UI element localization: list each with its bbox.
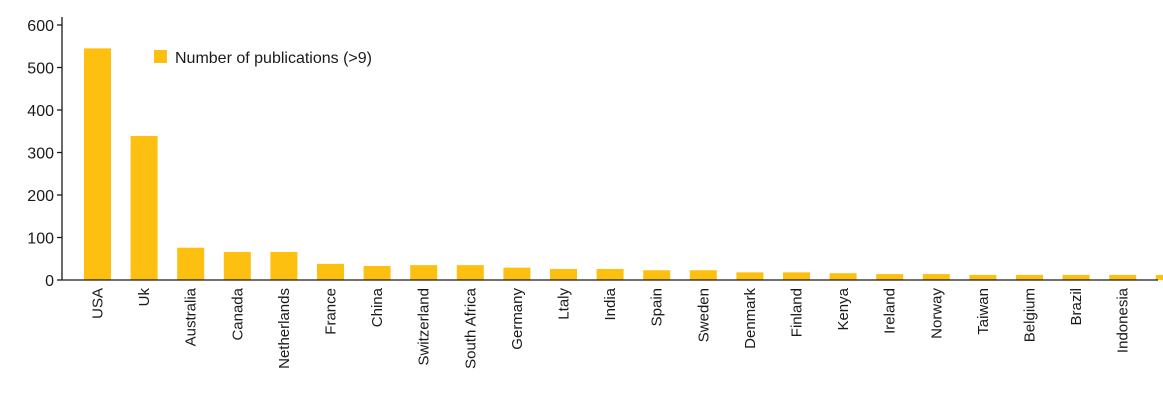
bar — [596, 268, 624, 280]
x-category-label: Brazil — [1068, 288, 1085, 326]
bar — [922, 274, 950, 280]
y-tick-label: 500 — [27, 61, 54, 78]
x-category-label: France — [323, 288, 340, 335]
x-category-label: Denmark — [742, 288, 759, 349]
bar — [270, 251, 298, 280]
x-category-label: Indonesia — [1115, 287, 1132, 353]
bar — [876, 274, 904, 280]
bar — [1109, 274, 1137, 280]
bar — [177, 247, 205, 280]
bar — [456, 265, 484, 280]
bar — [783, 272, 810, 280]
bar — [363, 265, 391, 280]
x-category-label: Kenya — [835, 287, 852, 330]
legend-label: Number of publications (>9) — [175, 50, 372, 67]
y-tick-label: 0 — [45, 273, 54, 290]
x-category-label: Canada — [229, 287, 246, 340]
x-category-label: Uk — [136, 288, 153, 307]
x-category-label: Netherlands — [276, 288, 293, 369]
x-category-label: China — [369, 287, 386, 327]
x-category-label: USA — [90, 288, 107, 319]
legend: Number of publications (>9) — [154, 50, 372, 67]
x-category-label: Ireland — [882, 288, 899, 334]
y-tick-label: 400 — [27, 103, 54, 120]
bar — [223, 251, 251, 280]
bar — [503, 267, 531, 280]
bar — [643, 270, 671, 280]
legend-swatch — [154, 50, 167, 63]
x-category-label: Belgium — [1022, 288, 1039, 342]
y-tick-label: 200 — [27, 188, 54, 205]
x-category-label: Switzerland — [416, 288, 433, 366]
bar — [1062, 274, 1090, 280]
bar — [550, 268, 577, 280]
bar — [689, 270, 717, 280]
x-axis: USA Uk Australia Canada Netherlands France Chi… — [62, 279, 1163, 369]
x-category-label: Germany — [509, 288, 526, 350]
bar — [317, 263, 344, 280]
bar — [1016, 274, 1043, 280]
x-category-label: Norway — [928, 288, 945, 339]
y-tick-label: 100 — [27, 231, 54, 248]
x-category-label: Sweden — [695, 288, 712, 342]
x-category-label: Taiwan — [975, 288, 992, 335]
x-category-label: Japan — [1161, 288, 1163, 329]
bar — [130, 135, 158, 280]
bar — [736, 272, 764, 280]
x-category-label: South Africa — [462, 287, 479, 369]
y-axis: 0 100 200 300 400 500 600 — [27, 17, 63, 290]
x-category-label: Spain — [649, 288, 666, 326]
bar — [829, 273, 857, 280]
x-category-label: Finland — [789, 288, 806, 337]
y-tick-label: 300 — [27, 146, 54, 163]
y-tick-label: 600 — [27, 18, 54, 35]
bar — [1155, 274, 1163, 280]
x-category-label: India — [602, 287, 619, 320]
x-category-label: Australia — [183, 287, 200, 346]
bar — [969, 274, 997, 280]
bar — [410, 265, 438, 280]
x-category-label: Ltaly — [556, 288, 573, 320]
bar — [84, 48, 111, 280]
bar-series — [84, 48, 1163, 280]
